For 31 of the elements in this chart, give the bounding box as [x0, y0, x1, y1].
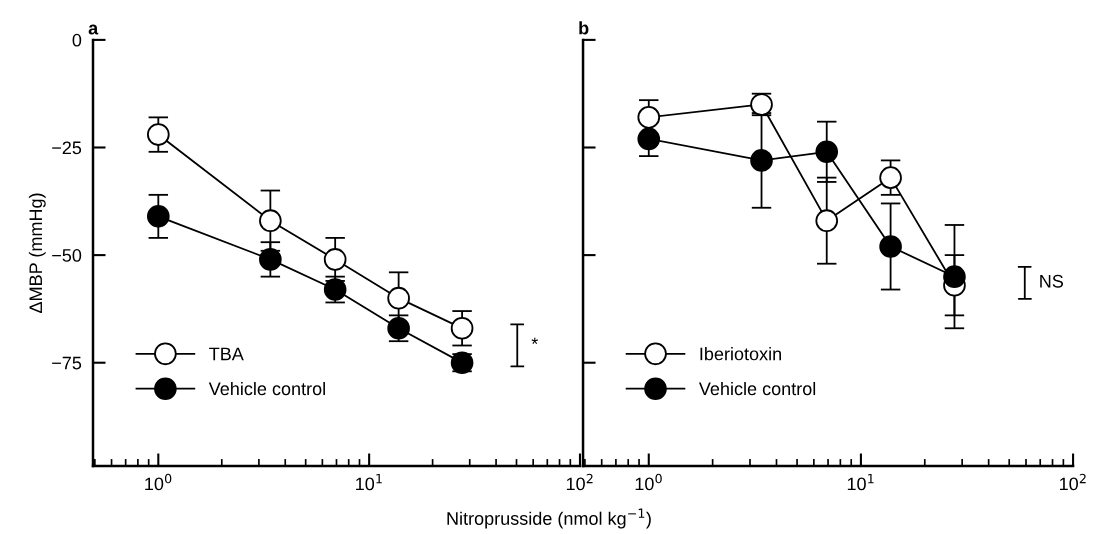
x-tick-label: 10$^{2}$ [566, 473, 593, 491]
point [815, 140, 839, 164]
y-axis-title: ΔMBP (mmHg) [28, 193, 46, 313]
legend-label: Vehicle control [208, 381, 325, 396]
point [387, 286, 410, 310]
legend-label: Vehicle control [698, 381, 816, 396]
point [450, 316, 474, 340]
point [750, 149, 773, 172]
x-tick-label: 10$^{0}$ [635, 473, 662, 491]
y-tick-label: −75 [52, 356, 82, 370]
y-tick-label: 0 [72, 33, 82, 47]
point [879, 166, 902, 189]
point [815, 209, 839, 232]
x-axis-title: Nitroprusside (nmol kg$^{−1}$) [447, 508, 651, 529]
legend-label: Iberiotoxin [700, 347, 781, 361]
x-tick-label: 10$^{2}$ [1060, 473, 1086, 491]
annotation: NS [1040, 274, 1064, 288]
x-tick-label: 10$^{1}$ [847, 473, 874, 491]
chart-title: b [579, 21, 589, 35]
y-tick-label: −25 [52, 141, 82, 155]
chart-title: a [88, 24, 99, 35]
x-tick-label: 10$^{1}$ [356, 473, 382, 491]
legend-label: TBA [209, 347, 244, 361]
point [259, 209, 282, 232]
point [323, 248, 347, 271]
point [879, 235, 902, 258]
annotation: * [531, 337, 539, 345]
x-tick-label: 10$^{0}$ [145, 473, 172, 491]
point [259, 248, 282, 271]
y-tick-label: −50 [52, 249, 82, 262]
point [943, 265, 966, 288]
